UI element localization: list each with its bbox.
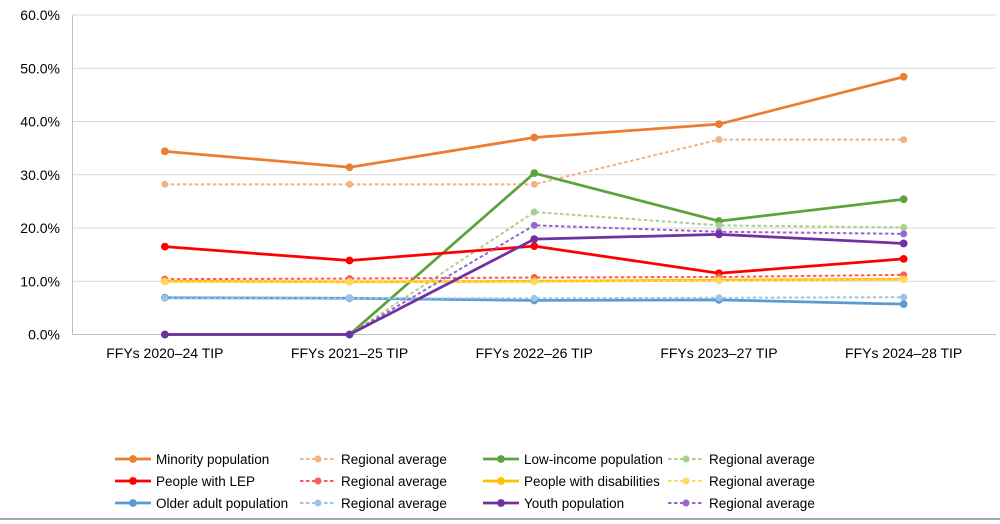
x-axis-category-label: FFYs 2020–24 TIP	[106, 345, 223, 361]
series-point-low-income-population	[899, 195, 908, 204]
series-point-youth-population	[715, 230, 723, 239]
legend-item-minority-population: Minority population	[115, 452, 300, 467]
bottom-divider-line	[0, 518, 1000, 520]
legend-item-disabilities-regional-average: Regional average	[668, 474, 863, 489]
line-chart: 0.0% 10.0% 20.0% 30.0% 40.0% 50.0% 60.0% FFYs 2…	[20, 7, 996, 361]
legend-marker-dashed-line-icon	[300, 499, 336, 507]
series-point-minority-regional-average	[346, 180, 354, 188]
series-point-minority-regional-average	[715, 136, 723, 144]
series-point-disabilities-regional-average	[161, 278, 169, 286]
legend-marker-dashed-line-icon	[668, 499, 704, 507]
series-point-people-with-lep	[160, 242, 169, 251]
legend-marker-solid-line-icon	[115, 455, 151, 463]
legend-marker-solid-line-icon	[115, 477, 151, 485]
legend-label: Minority population	[156, 451, 270, 467]
series-line-people-with-lep	[164, 244, 904, 275]
legend-label: Regional average	[341, 473, 447, 489]
series-point-low-income-regional-average	[530, 208, 538, 216]
legend-label: Older adult population	[156, 495, 289, 511]
series-point-youth-population	[899, 239, 908, 248]
series-point-minority-population	[345, 163, 354, 172]
legend-marker-dashed-line-icon	[300, 455, 336, 463]
series-point-older-adult-regional-average	[530, 294, 538, 302]
x-axis-category-label: FFYs 2024–28 TIP	[845, 345, 962, 361]
series-point-low-income-regional-average	[715, 221, 723, 229]
series-point-low-income-regional-average	[900, 223, 908, 231]
legend-item-minority-regional-average: Regional average	[300, 452, 483, 467]
series-point-minority-regional-average	[900, 136, 908, 144]
series-point-disabilities-regional-average	[900, 276, 908, 284]
legend-label: Regional average	[709, 495, 815, 511]
legend-item-youth-regional-average: Regional average	[668, 496, 863, 511]
series-point-minority-population	[160, 147, 169, 156]
series-point-minority-regional-average	[530, 180, 538, 188]
legend-marker-solid-line-icon	[483, 477, 519, 485]
legend-marker-solid-line-icon	[483, 499, 519, 507]
x-axis-category-label: FFYs 2022–26 TIP	[476, 345, 593, 361]
series-point-disabilities-regional-average	[530, 278, 538, 286]
series-point-minority-population	[899, 72, 908, 81]
series-line-low-income-regional-average	[164, 211, 904, 336]
series-point-minority-population	[715, 120, 723, 129]
y-axis-tick-label: 40.0%	[20, 114, 60, 130]
y-axis-tick-label: 10.0%	[20, 273, 60, 289]
series-point-disabilities-regional-average	[346, 278, 354, 286]
series-point-older-adult-regional-average	[346, 294, 354, 302]
chart-legend: Minority population Regional average Low-i…	[115, 448, 863, 514]
legend-label: People with disabilities	[524, 473, 660, 489]
legend-marker-solid-line-icon	[483, 455, 519, 463]
legend-item-low-income-regional-average: Regional average	[668, 452, 863, 467]
series-point-older-adult-regional-average	[715, 294, 723, 302]
series-point-youth-population	[345, 330, 354, 339]
series-point-low-income-population	[530, 169, 539, 178]
series-point-youth-population	[160, 330, 169, 339]
legend-item-youth-population: Youth population	[483, 496, 668, 511]
legend-label: Regional average	[709, 451, 815, 467]
legend-label: Low-income population	[524, 451, 663, 467]
legend-label: People with LEP	[156, 473, 256, 489]
series-point-people-with-lep	[345, 256, 354, 265]
y-axis-tick-label: 60.0%	[20, 7, 60, 23]
legend-item-lep-regional-average: Regional average	[300, 474, 483, 489]
y-axis-tick-label: 0.0%	[28, 327, 60, 343]
legend-marker-solid-line-icon	[115, 499, 151, 507]
legend-marker-dashed-line-icon	[668, 455, 704, 463]
y-axis-tick-label: 20.0%	[20, 220, 60, 236]
series-point-people-with-lep	[899, 254, 908, 263]
series-point-older-adult-population	[899, 300, 908, 309]
legend-item-low-income-population: Low-income population	[483, 452, 668, 467]
x-axis-category-label: FFYs 2023–27 TIP	[660, 345, 777, 361]
legend-label: Regional average	[709, 473, 815, 489]
series-line-minority-population	[164, 75, 904, 169]
x-axis-category-label: FFYs 2021–25 TIP	[291, 345, 408, 361]
legend-item-older-adult-population: Older adult population	[115, 496, 300, 511]
legend-label: Regional average	[341, 451, 447, 467]
legend-item-older-adult-regional-average: Regional average	[300, 496, 483, 511]
legend-item-people-with-lep: People with LEP	[115, 474, 300, 489]
legend-item-people-with-disabilities: People with disabilities	[483, 474, 668, 489]
series-point-youth-regional-average	[900, 230, 908, 238]
legend-label: Youth population	[524, 495, 625, 511]
legend-marker-dashed-line-icon	[300, 477, 336, 485]
legend-label: Regional average	[341, 495, 447, 511]
series-point-minority-population	[530, 133, 539, 142]
y-axis-tick-label: 50.0%	[20, 60, 60, 76]
series-point-people-with-lep	[530, 242, 539, 251]
series-point-older-adult-regional-average	[161, 294, 169, 302]
series-point-minority-regional-average	[161, 180, 169, 188]
series-point-youth-regional-average	[530, 221, 538, 229]
legend-marker-dashed-line-icon	[668, 477, 704, 485]
series-point-youth-population	[530, 235, 539, 244]
series-point-disabilities-regional-average	[715, 277, 723, 285]
series-point-older-adult-regional-average	[900, 293, 908, 301]
y-axis-tick-label: 30.0%	[20, 167, 60, 183]
